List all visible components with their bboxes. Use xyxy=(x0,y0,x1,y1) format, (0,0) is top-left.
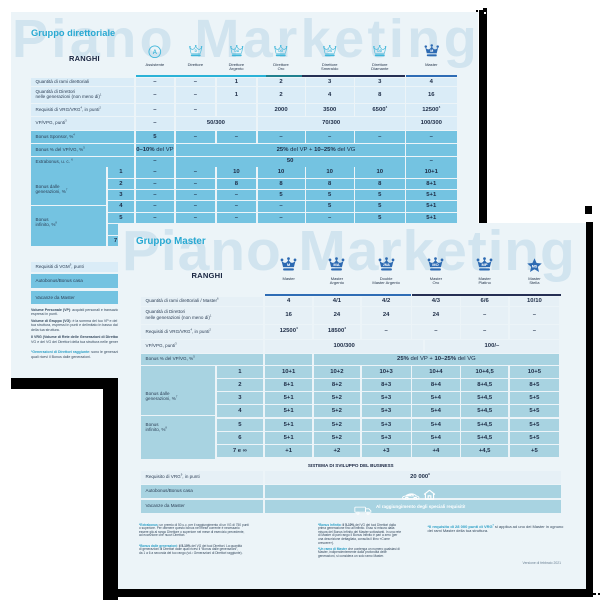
svg-text:DD: DD xyxy=(377,49,382,53)
svg-text:M: M xyxy=(287,262,291,267)
svg-text:MS: MS xyxy=(532,264,538,268)
svg-text:MP: MP xyxy=(482,262,488,267)
svg-text:DO: DO xyxy=(279,49,284,53)
svg-text:DS: DS xyxy=(327,49,332,53)
svg-text:A: A xyxy=(153,49,158,56)
svg-text:MA: MA xyxy=(334,262,340,267)
svg-text:D: D xyxy=(194,49,197,53)
svg-text:DA: DA xyxy=(234,49,239,53)
svg-text:MO: MO xyxy=(433,262,439,267)
svg-text:2MA: 2MA xyxy=(383,263,390,267)
svg-text:M: M xyxy=(430,49,433,53)
